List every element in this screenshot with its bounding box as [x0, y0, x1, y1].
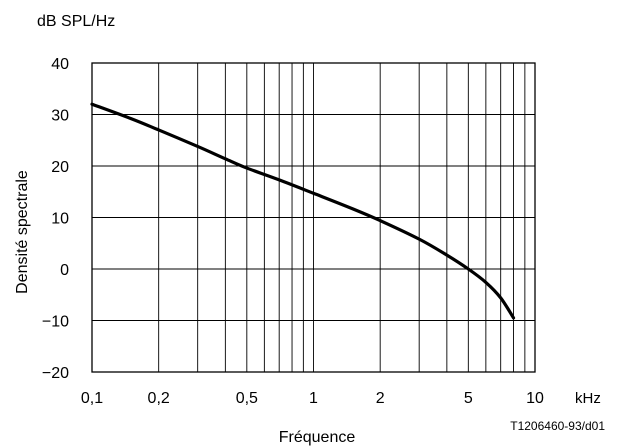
x-unit-label: kHz	[575, 390, 601, 407]
x-tick-label: 0,1	[81, 390, 103, 407]
y-tick-label: −20	[42, 365, 69, 382]
figure-reference: T1206460-93/d01	[510, 419, 605, 433]
x-tick-label: 0,2	[148, 390, 170, 407]
y-tick-label: −10	[42, 314, 69, 331]
x-tick-label: 2	[376, 390, 385, 407]
y-tick-label: 40	[51, 56, 69, 73]
x-axis-title: Fréquence	[279, 429, 356, 446]
x-tick-label: 10	[526, 390, 544, 407]
y-tick-label: 30	[51, 108, 69, 125]
x-tick-label: 1	[309, 390, 318, 407]
y-unit-label: dB SPL/Hz	[37, 13, 115, 30]
plot-frame	[91, 62, 536, 373]
x-tick-label: 5	[464, 390, 473, 407]
x-tick-label: 0,5	[236, 390, 258, 407]
x-tick-labels: 0,1 0,2 0,5 1 2 5 10	[81, 390, 544, 407]
y-tick-label: 20	[51, 159, 69, 176]
y-tick-label: 10	[51, 211, 69, 228]
data-line-series	[90, 102, 516, 320]
y-tick-labels: 40 30 20 10 0 −10 −20	[42, 56, 69, 382]
y-axis-title: Densité spectrale	[14, 170, 31, 294]
grid	[92, 63, 535, 372]
y-tick-label: 0	[60, 262, 69, 279]
